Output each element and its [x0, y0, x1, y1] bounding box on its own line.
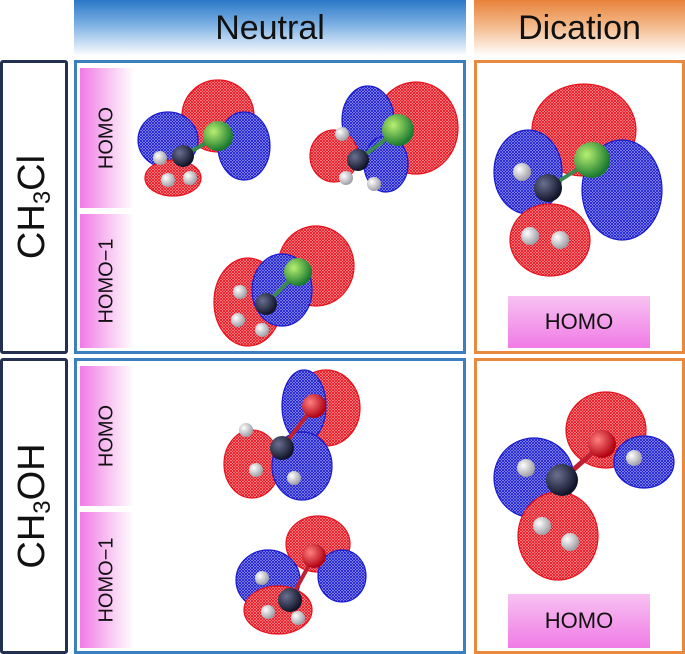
orbital-ch3cl-homo-b [309, 81, 459, 193]
orbital-ch3oh-homo-1 [235, 515, 367, 635]
tag-ch3oh-homo-1: HOMO−1 [80, 512, 134, 648]
row-label-ch3oh: CH3OH [0, 358, 68, 654]
tag-ch3cl-homo-1: HOMO−1 [80, 214, 134, 348]
header-dication-label: Dication [518, 8, 641, 47]
molecule-ch3cl-label: CH3Cl [11, 154, 56, 260]
orbital-ch3cl-homo-a [137, 79, 271, 197]
orbital-ch3cl-dication-homo [493, 83, 663, 277]
orbital-ch3cl-homo-1 [213, 225, 355, 347]
orbital-ch3oh-dication-homo [493, 391, 675, 581]
header-neutral: Neutral [74, 0, 466, 56]
molecule-ch3oh-label: CH3OH [11, 443, 56, 569]
dication-ch3oh-homo-label: HOMO [508, 594, 650, 648]
tag-ch3oh-homo: HOMO [80, 366, 134, 506]
header-neutral-label: Neutral [215, 8, 325, 47]
header-dication: Dication [474, 0, 685, 56]
tag-ch3cl-homo: HOMO [80, 68, 134, 208]
row-label-ch3cl: CH3Cl [0, 60, 68, 354]
dication-ch3cl-homo-label: HOMO [508, 296, 650, 348]
orbital-ch3oh-homo [223, 369, 361, 501]
